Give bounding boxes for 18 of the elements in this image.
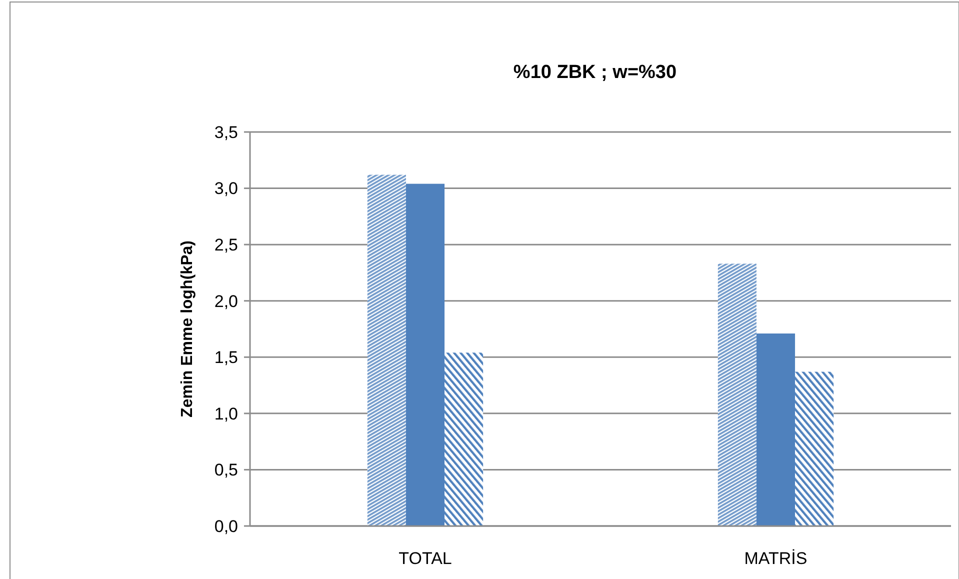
bar [367,174,406,526]
y-tick-label: 2,0 [214,292,238,311]
x-tick-label: MATRİS [744,549,808,568]
y-tick-label: 3,5 [214,122,238,142]
bar [718,264,756,526]
y-tick-label: 3,0 [214,179,238,198]
bar [756,334,796,526]
y-tick-label: 1,5 [214,348,238,368]
x-tick-label: TOTAL [398,549,452,568]
bar [406,184,445,526]
bar [444,352,484,526]
bar [795,372,834,526]
y-tick-label: 2,5 [214,236,238,255]
y-tick-label: 1,0 [214,404,238,424]
y-axis-title: Zemin Emme logh(kPa) [179,240,196,418]
y-tick-label: 0,5 [214,460,238,480]
chart-title: %10 ZBK ; w=%30 [513,62,677,83]
y-tick-label: 0,0 [214,516,238,536]
